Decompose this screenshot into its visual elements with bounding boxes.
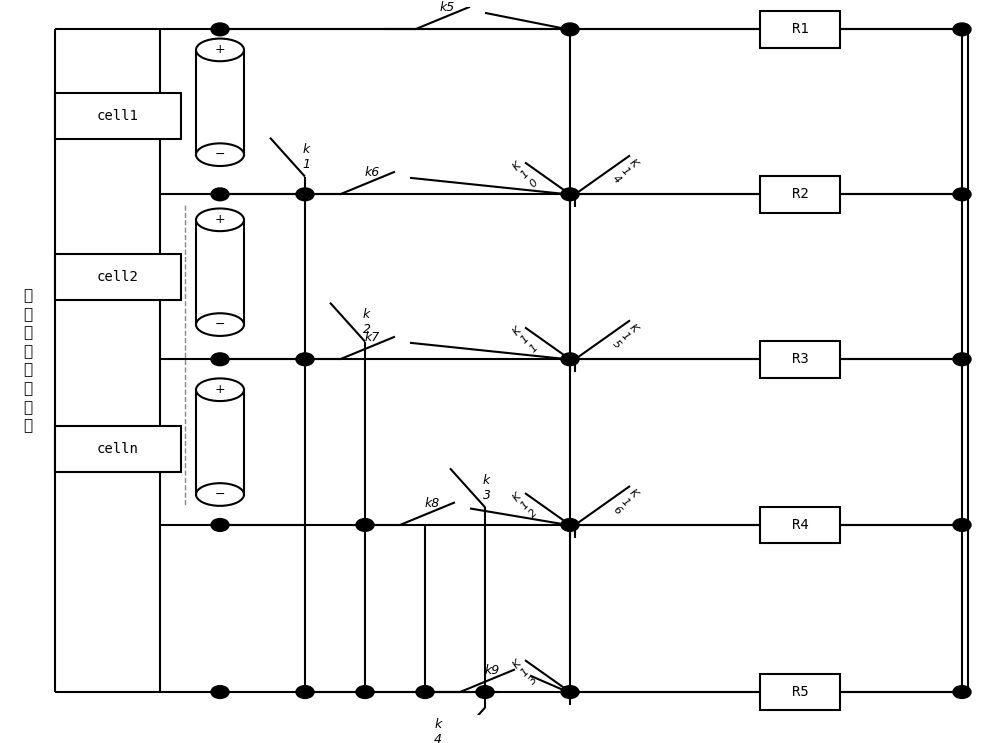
Circle shape xyxy=(561,23,579,36)
Text: cell1: cell1 xyxy=(97,109,139,123)
Text: +: + xyxy=(215,43,225,56)
Ellipse shape xyxy=(196,314,244,336)
Bar xyxy=(760,674,840,710)
Text: R4: R4 xyxy=(792,518,808,532)
Text: −: − xyxy=(215,318,225,331)
Ellipse shape xyxy=(196,39,244,61)
Circle shape xyxy=(561,686,579,698)
Text: k
4: k 4 xyxy=(434,718,442,743)
Text: k7: k7 xyxy=(365,331,380,345)
Text: R2: R2 xyxy=(792,187,808,201)
Ellipse shape xyxy=(196,209,244,231)
Text: cell2: cell2 xyxy=(97,270,139,284)
Text: k5: k5 xyxy=(440,1,455,15)
Circle shape xyxy=(296,188,314,201)
Text: k6: k6 xyxy=(365,166,380,180)
Text: +: + xyxy=(215,383,225,396)
Bar xyxy=(196,390,244,495)
Text: k9: k9 xyxy=(485,664,500,677)
Circle shape xyxy=(211,188,229,201)
Circle shape xyxy=(416,686,434,698)
Circle shape xyxy=(211,519,229,531)
Circle shape xyxy=(953,686,971,698)
Circle shape xyxy=(561,519,579,531)
Ellipse shape xyxy=(196,378,244,401)
Circle shape xyxy=(211,686,229,698)
Text: k8: k8 xyxy=(425,497,440,510)
Circle shape xyxy=(953,188,971,201)
Bar xyxy=(55,426,180,473)
Text: R3: R3 xyxy=(792,352,808,366)
Text: +: + xyxy=(215,213,225,227)
Bar xyxy=(196,50,244,155)
Bar xyxy=(760,11,840,48)
Circle shape xyxy=(561,188,579,201)
Text: R5: R5 xyxy=(792,685,808,699)
Text: K
1
0: K 1 0 xyxy=(511,160,539,189)
Text: k
3: k 3 xyxy=(482,474,490,502)
Text: k
2: k 2 xyxy=(362,308,370,336)
Text: −: − xyxy=(215,488,225,501)
Bar xyxy=(760,176,840,212)
Circle shape xyxy=(211,23,229,36)
Text: K
1
3: K 1 3 xyxy=(511,658,539,687)
Circle shape xyxy=(211,353,229,366)
Ellipse shape xyxy=(196,143,244,166)
Bar xyxy=(55,94,180,140)
Text: R1: R1 xyxy=(792,22,808,36)
Bar xyxy=(760,507,840,543)
Bar xyxy=(760,341,840,377)
Circle shape xyxy=(296,686,314,698)
Circle shape xyxy=(953,23,971,36)
Circle shape xyxy=(476,686,494,698)
Circle shape xyxy=(953,519,971,531)
Circle shape xyxy=(356,686,374,698)
Ellipse shape xyxy=(196,483,244,506)
Text: −: − xyxy=(215,148,225,161)
Text: k
1: k 1 xyxy=(302,143,310,171)
Circle shape xyxy=(356,519,374,531)
Bar xyxy=(55,254,180,300)
Text: K
1
2: K 1 2 xyxy=(511,491,539,520)
Text: K
1
5: K 1 5 xyxy=(610,322,639,351)
Circle shape xyxy=(296,353,314,366)
Circle shape xyxy=(953,353,971,366)
Text: celln: celln xyxy=(97,442,139,456)
Text: K
1
1: K 1 1 xyxy=(511,325,539,354)
Text: K
1
6: K 1 6 xyxy=(610,487,639,516)
Circle shape xyxy=(561,353,579,366)
Text: K
1
4: K 1 4 xyxy=(610,157,639,186)
Text: 单
体
电
压
采
集
电
路: 单 体 电 压 采 集 电 路 xyxy=(23,288,33,433)
Bar xyxy=(196,220,244,325)
